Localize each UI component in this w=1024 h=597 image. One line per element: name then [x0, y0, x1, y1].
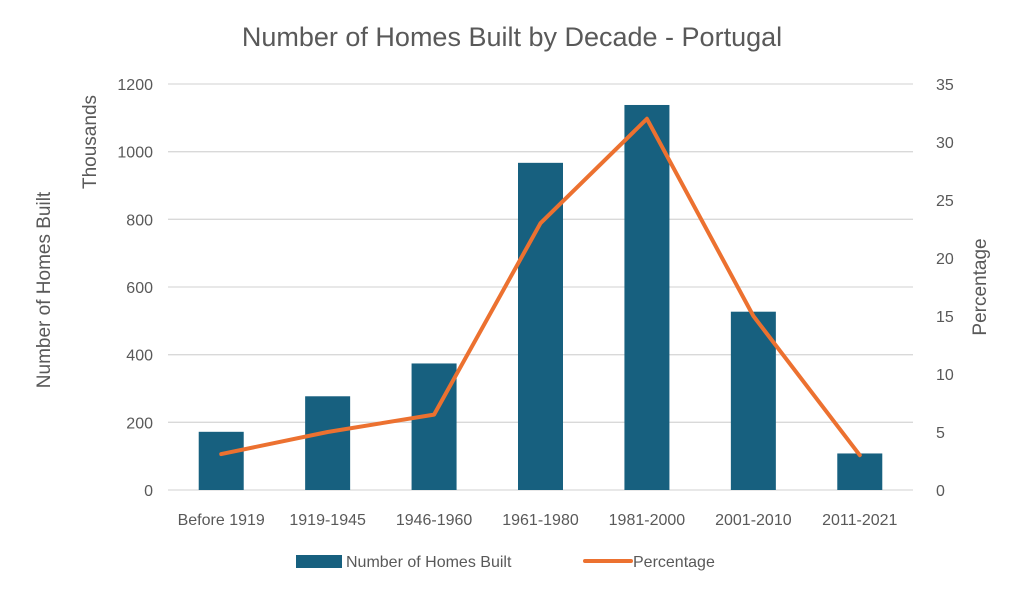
- left-axis-ticks: 0 200 400 600 800 1000 1200: [117, 77, 153, 500]
- bar-before-1919: [198, 431, 244, 490]
- right-tick-label: 15: [936, 309, 954, 326]
- left-tick-label: 1000: [117, 145, 153, 162]
- bar-series: [198, 104, 883, 490]
- right-axis-ticks: 0 5 10 15 20 25 30 35: [936, 77, 954, 500]
- x-tick-label: 1946-1960: [396, 512, 473, 529]
- legend-label-percentage: Percentage: [633, 554, 715, 571]
- legend-label-homes: Number of Homes Built: [346, 554, 512, 571]
- bar-1961-1980: [518, 162, 563, 490]
- x-tick-label: 2001-2010: [715, 512, 792, 529]
- x-tick-label: 1981-2000: [609, 512, 686, 529]
- left-tick-label: 800: [126, 212, 153, 229]
- right-tick-label: 5: [936, 425, 945, 442]
- left-tick-label: 1200: [117, 77, 153, 94]
- right-tick-label: 30: [936, 135, 954, 152]
- right-tick-label: 0: [936, 483, 945, 500]
- bar-2011-2021: [837, 453, 883, 490]
- x-tick-label: Before 1919: [178, 512, 265, 529]
- right-tick-label: 25: [936, 193, 954, 210]
- bar-1919-1945: [305, 396, 351, 490]
- x-tick-label: 1919-1945: [289, 512, 366, 529]
- legend-swatch-homes: [296, 555, 342, 568]
- x-tick-label: 2011-2021: [822, 512, 897, 529]
- right-tick-label: 20: [936, 251, 954, 268]
- left-axis-units-label: Thousands: [80, 95, 101, 189]
- bar-1981-2000: [624, 104, 670, 490]
- left-tick-label: 400: [126, 348, 153, 365]
- chart-title: Number of Homes Built by Decade - Portug…: [242, 22, 782, 52]
- line-series: [219, 116, 862, 458]
- left-tick-label: 600: [126, 280, 153, 297]
- legend: Number of Homes Built Percentage: [296, 554, 715, 571]
- right-tick-label: 35: [936, 77, 954, 94]
- right-tick-label: 10: [936, 367, 954, 384]
- left-axis-title: Number of Homes Built: [34, 191, 55, 388]
- right-axis-title: Percentage: [970, 238, 991, 335]
- left-tick-label: 200: [126, 415, 153, 432]
- bar-2001-2010: [730, 311, 776, 490]
- x-axis-ticks: Before 1919 1919-1945 1946-1960 1961-1980 19…: [178, 512, 898, 529]
- x-tick-label: 1961-1980: [502, 512, 579, 529]
- left-tick-label: 0: [144, 483, 153, 500]
